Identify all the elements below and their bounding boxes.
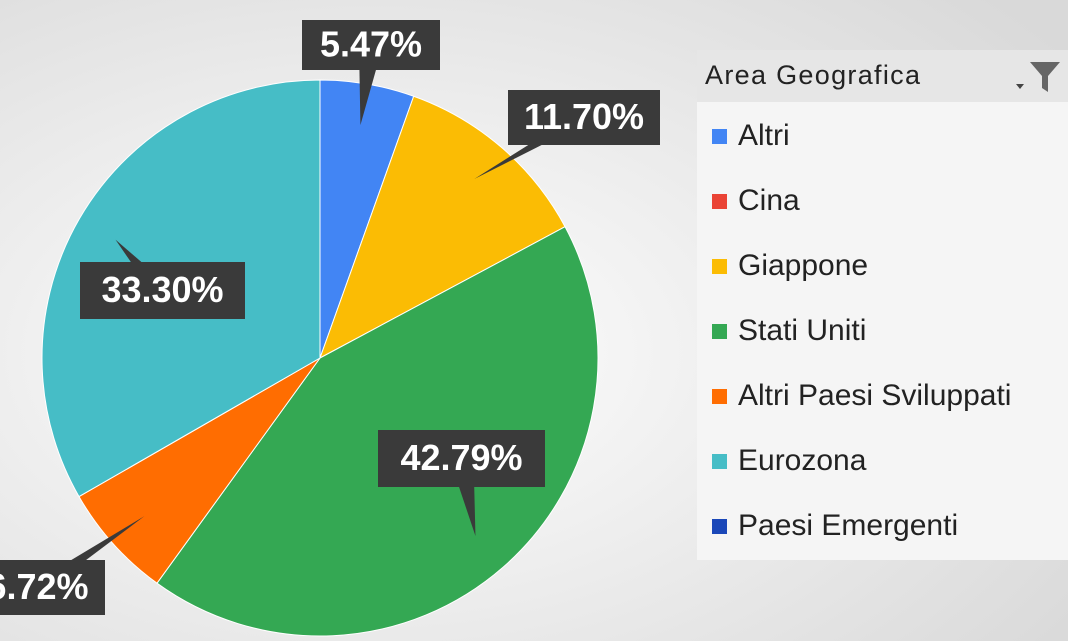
- legend-swatch: [712, 259, 727, 274]
- legend-header: [697, 50, 1068, 102]
- label-box: [302, 20, 440, 70]
- legend-swatch: [712, 324, 727, 339]
- legend-swatch: [712, 194, 727, 209]
- legend-label: Altri Paesi Sviluppati: [738, 379, 1011, 412]
- pie-slice: [156, 226, 599, 637]
- label-box: [378, 430, 545, 487]
- data-label: 5.47%: [320, 24, 422, 65]
- legend-swatch: [712, 129, 727, 144]
- legend: Altri Cina Giappone Stati Uniti Altri Paesi …: [712, 119, 1011, 542]
- data-label: 42.79%: [400, 437, 522, 478]
- pie-slice: [78, 357, 321, 584]
- legend-label: Paesi Emergenti: [738, 509, 958, 542]
- legend-label: Altri: [738, 119, 790, 152]
- label-box: [508, 90, 660, 145]
- legend-swatch: [712, 519, 727, 534]
- data-label: 33.30%: [101, 269, 223, 310]
- legend-label: Cina: [738, 184, 800, 217]
- legend-label: Giappone: [738, 249, 868, 282]
- pie: [41, 79, 599, 637]
- label-box: [0, 560, 105, 615]
- legend-title: Area Geografica: [705, 60, 921, 90]
- legend-panel: [697, 50, 1068, 560]
- legend-label: Stati Uniti: [738, 314, 866, 347]
- filter-icon[interactable]: [1016, 62, 1060, 92]
- data-label: 11.70%: [524, 96, 644, 137]
- data-labels: 5.47% 11.70% 42.79% 6.72% 33.30%: [0, 20, 660, 615]
- label-box: [80, 262, 245, 319]
- legend-swatch: [712, 454, 727, 469]
- legend-label: Eurozona: [738, 444, 867, 477]
- data-label: 6.72%: [0, 566, 89, 607]
- legend-swatch: [712, 389, 727, 404]
